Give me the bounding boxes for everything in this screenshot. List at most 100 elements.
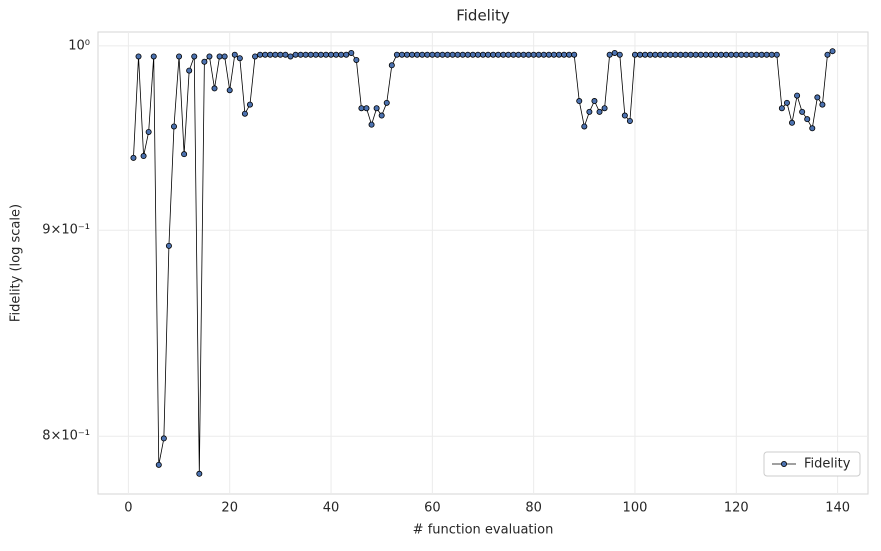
point [267,51,274,58]
point [763,51,770,58]
point [485,51,492,58]
point [424,51,431,58]
point [490,51,497,58]
point [383,99,390,106]
point [464,51,471,58]
x-axis-label: # function evaluation [413,523,554,538]
point [642,51,649,58]
point [667,51,674,58]
point [804,116,811,123]
point [328,51,335,58]
point [333,51,340,58]
point [170,123,177,130]
point [555,51,562,58]
point [753,51,760,58]
point [768,51,775,58]
point [414,51,421,58]
point [282,51,289,58]
point [449,51,456,58]
point [647,51,654,58]
point [814,94,821,101]
point [459,51,466,58]
point [216,53,223,60]
x-tick-label: 40 [323,501,340,516]
point [596,108,603,115]
point [799,108,806,115]
point [682,51,689,58]
point [398,51,405,58]
point [479,51,486,58]
point [829,48,836,55]
point [409,51,416,58]
point [343,51,350,58]
point [586,108,593,115]
x-tick-label: 0 [124,501,132,516]
point [363,105,370,112]
point [287,53,294,60]
point [262,51,269,58]
point [621,112,628,119]
point [145,128,152,135]
point [510,51,517,58]
y-axis-label: Fidelity (log scale) [9,204,24,322]
point [130,154,137,161]
y-tick-label: 8×10⁻¹ [42,429,90,444]
point [297,51,304,58]
point [495,51,502,58]
point [672,51,679,58]
point [707,51,714,58]
point [474,51,481,58]
point [277,51,284,58]
point [434,51,441,58]
point [626,117,633,124]
point [241,110,248,117]
point [530,51,537,58]
point [713,51,720,58]
point [307,51,314,58]
point [809,125,816,132]
point [576,98,583,105]
point [571,51,578,58]
point [789,119,796,126]
point [150,53,157,60]
point [368,121,375,128]
point [181,151,188,158]
point [191,53,198,60]
point [540,51,547,58]
point [404,51,411,58]
point [794,92,801,99]
chart-title: Fidelity [456,7,510,25]
point [246,101,253,108]
point [196,470,203,477]
legend-box [763,451,861,477]
point [733,51,740,58]
point [738,51,745,58]
legend-label: Fidelity [804,457,851,472]
point [272,51,279,58]
point [429,51,436,58]
point [160,435,167,442]
point [819,101,826,108]
point [601,105,608,112]
x-tick-label: 120 [724,501,749,516]
point [591,98,598,105]
point [358,105,365,112]
point [338,51,345,58]
plot-area [97,31,869,495]
point [561,51,568,58]
point [702,51,709,58]
point [201,58,208,65]
x-tick-label: 100 [623,501,648,516]
point [454,51,461,58]
point [611,49,618,56]
point [165,242,172,249]
x-tick-label: 20 [221,501,238,516]
point [743,51,750,58]
x-tick-label: 140 [825,501,850,516]
y-tick-label: 9×10⁻¹ [42,223,90,238]
point [155,461,162,468]
point [550,51,557,58]
point [348,49,355,56]
point [783,99,790,106]
point [515,51,522,58]
